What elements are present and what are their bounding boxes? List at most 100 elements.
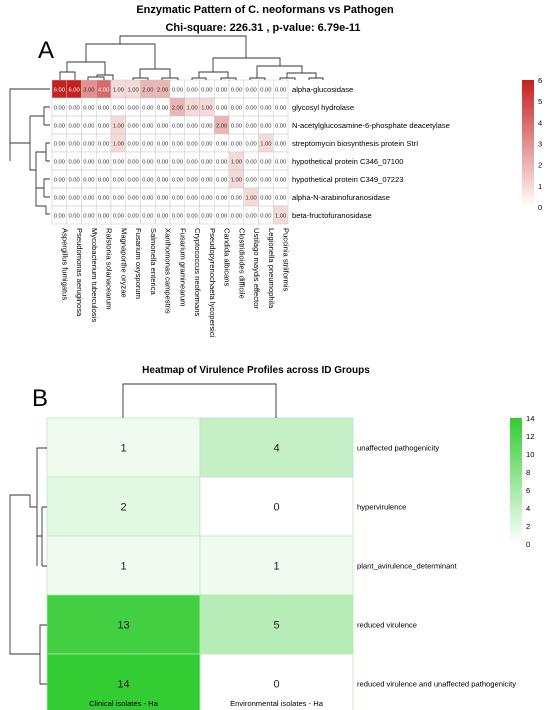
cell-label: 0.00 [54,177,65,183]
panel-a-subtitle: Chi-square: 226.31 , p-value: 6.79e-11 [165,22,360,34]
cell-label: 0.00 [157,159,168,165]
cell-label: 1 [120,561,126,573]
cell-label: 0.00 [245,141,256,147]
col-dendrogram [122,383,277,418]
panel-a-letter: A [38,37,54,64]
cell-label: 0.00 [172,177,183,183]
cell-label: 0.00 [142,105,153,111]
cell-label: 0.00 [201,213,212,219]
cell-label: 1 [120,443,126,455]
cell-label: 1.00 [275,213,286,219]
cell-label: 0.00 [186,123,197,129]
col-dendrogram [59,35,324,80]
legend-tick: 2 [526,522,530,531]
column-label: Environmental isolates - Ha [230,699,324,708]
cell-label: 0.00 [186,177,197,183]
cell-label: 1.00 [260,141,271,147]
legend-tick: 4 [538,118,542,127]
cell-label: 0 [273,679,279,691]
cell-label: 2.00 [216,123,227,129]
panel-b-letter: B [32,385,48,412]
legend-tick: 4 [526,504,530,513]
panel-b-title: Heatmap of Virulence Profiles across ID … [142,365,370,376]
column-label: Cryptococcus neoformans [193,228,202,316]
cell-label: 0.00 [83,105,94,111]
cell-label: 0.00 [127,177,138,183]
cell-label: 0.00 [54,105,65,111]
row-label: hypothetical protein C349_07223 [292,175,403,184]
cell-label: 0.00 [245,213,256,219]
column-label: Xanthomonas campestris [164,228,173,314]
column-label: Puccinia striiformis [282,228,291,291]
cell-label: 0.00 [275,195,286,201]
cell-label: 0.00 [83,141,94,147]
cell-label: 0.00 [98,141,109,147]
cell-label: 0.00 [275,123,286,129]
cell-label: 0.00 [201,123,212,129]
cell-label: 0.00 [260,105,271,111]
cell-label: 0.00 [83,195,94,201]
cell-label: 14 [117,679,129,691]
cell-label: 0.00 [113,195,124,201]
row-label: glycosyl hydrolase [292,103,354,112]
cell-label: 1.00 [231,159,242,165]
cell-label: 0.00 [157,105,168,111]
cell-label: 0.00 [68,159,79,165]
cell-label: 0.00 [231,123,242,129]
cell-label: 0.00 [245,123,256,129]
cell-label: 0.00 [231,195,242,201]
heatmap-cell [199,535,354,596]
panel-a-title: Enzymatic Pattern of C. neoformans vs Pa… [136,4,394,16]
cell-label: 1.00 [113,87,124,93]
cell-label: 0.00 [231,213,242,219]
cell-label: 2.00 [157,87,168,93]
cell-label: 0.00 [142,123,153,129]
row-dendrogram [9,88,50,215]
cell-label: 0.00 [98,195,109,201]
cell-label: 0.00 [260,87,271,93]
colorbar [522,80,534,207]
cell-label: 0 [273,502,279,514]
cell-label: 0.00 [68,105,79,111]
legend-tick: 6 [526,486,530,495]
legend-tick: 10 [526,450,534,459]
cell-label: 1.00 [113,141,124,147]
cell-label: 0.00 [172,159,183,165]
row-label: alpha-glucosidase [292,85,353,94]
cell-label: 0.00 [157,195,168,201]
cell-label: 0.00 [98,213,109,219]
cell-label: 0.00 [275,177,286,183]
cell-label: 2.00 [172,105,183,111]
cell-label: 0.00 [83,213,94,219]
cell-label: 1.00 [231,177,242,183]
cell-label: 5 [273,620,279,632]
heatmap-cell [46,417,201,478]
cell-label: 0.00 [113,177,124,183]
cell-label: 0.00 [68,195,79,201]
cell-label: 1.00 [127,87,138,93]
legend-tick: 6 [538,76,542,85]
cell-label: 0.00 [216,159,227,165]
cell-label: 0.00 [231,87,242,93]
cell-label: 0.00 [245,87,256,93]
cell-label: 0.00 [127,159,138,165]
cell-label: 0.00 [127,105,138,111]
column-label: Clostridioides difficile [237,228,246,299]
cell-label: 0.00 [260,123,271,129]
cell-label: 0.00 [54,195,65,201]
cell-label: 0.00 [260,177,271,183]
cell-label: 0.00 [113,213,124,219]
cell-label: 0.00 [260,159,271,165]
row-label: reduced virulence [357,621,417,630]
cell-label: 0.00 [231,141,242,147]
row-label: alpha-N-arabinofuranosidase [292,193,390,202]
row-label: reduced virulence and unaffected pathoge… [357,680,516,689]
heatmap-a-dendrogram [9,35,324,215]
cell-label: 0.00 [54,159,65,165]
legend-tick: 0 [526,540,530,549]
cell-label: 0.00 [201,177,212,183]
row-label: N-acetylglucosamine-6-phosphate deacetyl… [292,121,450,130]
cell-label: 0.00 [260,213,271,219]
row-label: beta-fructofuranosidase [292,211,372,220]
